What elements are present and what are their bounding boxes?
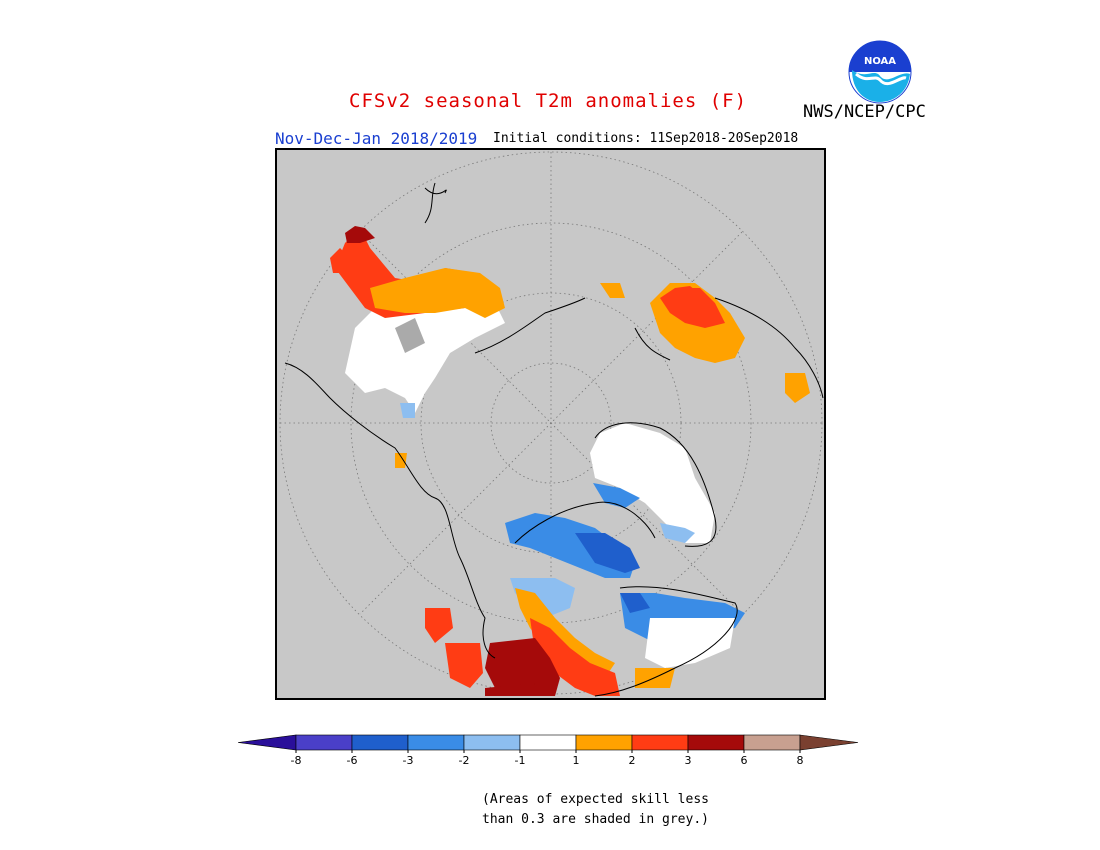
colorbar-bin [631, 734, 689, 751]
coastlines [284, 182, 824, 697]
logo-text: NOAA [864, 56, 896, 67]
season-label: Nov-Dec-Jan 2018/2019 [275, 129, 478, 148]
noaa-logo-icon: NOAA [848, 40, 912, 104]
skill-note-line-1: (Areas of expected skill less [482, 792, 709, 807]
colorbar-bin [799, 734, 859, 751]
colorbar-tick-label: -6 [347, 754, 358, 767]
agency-label: NWS/NCEP/CPC [803, 102, 926, 122]
colorbar-tick-label: -8 [291, 754, 302, 767]
colorbar-bin [407, 734, 465, 751]
colorbar-bin [575, 734, 633, 751]
colorbar-tick-label: 1 [573, 754, 580, 767]
colorbar-tick-label: 2 [629, 754, 636, 767]
colorbar-bin [463, 734, 521, 751]
colorbar-tick-label: -1 [515, 754, 526, 767]
north-america-anomalies [425, 513, 745, 696]
colorbar-tick-label: -2 [459, 754, 470, 767]
eurasia-east-anomalies [600, 283, 810, 403]
colorbar-tick-label: 6 [741, 754, 748, 767]
eurasia-west-anomalies [330, 226, 505, 468]
skill-note-line-2: than 0.3 are shaded in grey.) [482, 812, 709, 827]
colorbar-bin [295, 734, 353, 751]
colorbar-bin [238, 734, 297, 751]
colorbar-bin [687, 734, 745, 751]
initial-conditions-label: Initial conditions: 11Sep2018-20Sep2018 [493, 131, 799, 146]
colorbar-bin [351, 734, 409, 751]
colorbar-bin [743, 734, 801, 751]
polar-anomaly-map [275, 148, 826, 700]
page-title: CFSv2 seasonal T2m anomalies (F) [349, 90, 748, 112]
colorbar-tick-label: -3 [403, 754, 414, 767]
colorbar-tick-label: 8 [797, 754, 804, 767]
colorbar-legend: -8 -6 -3 -2 -1 1 2 3 6 8 [238, 734, 859, 767]
colorbar-tick-label: 3 [685, 754, 692, 767]
colorbar-bin [519, 734, 577, 751]
